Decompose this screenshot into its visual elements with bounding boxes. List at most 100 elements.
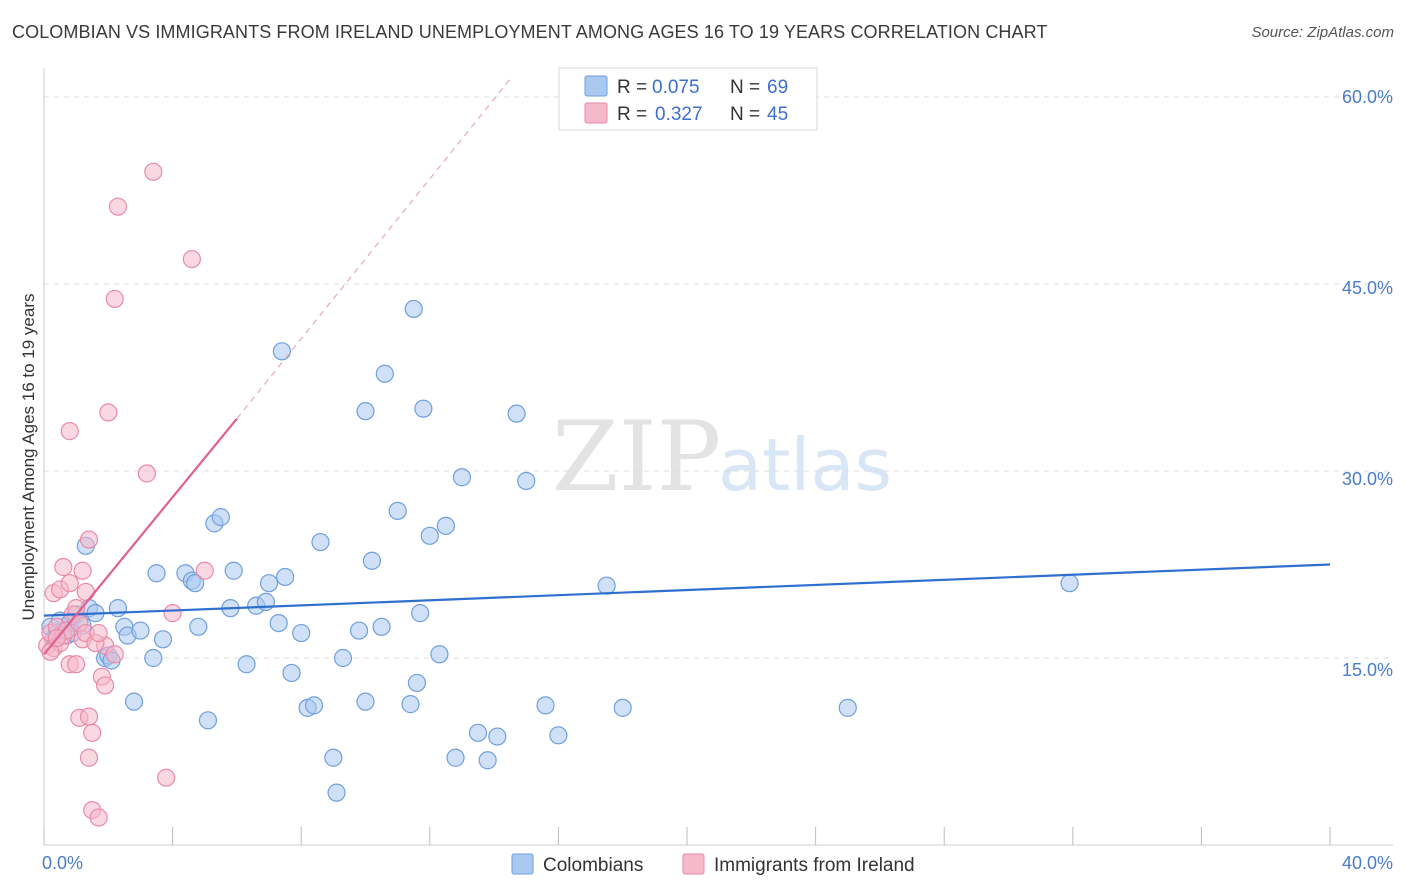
colombians-point-75 — [1060, 574, 1079, 593]
colombians-point-22 — [153, 630, 173, 649]
colombians-point-21 — [147, 564, 166, 583]
legend-n-label-1: N = — [730, 77, 760, 98]
legend-r-label-1: R = — [617, 77, 647, 98]
colombians-point-37 — [276, 567, 295, 587]
x-tick-label-max: 40.0% — [1342, 853, 1393, 873]
ireland-trend-line — [43, 417, 238, 655]
colombians-point-49 — [362, 551, 382, 570]
bottom-legend-swatch-ireland — [682, 853, 705, 875]
colombians-point-52 — [388, 501, 407, 520]
colombians-point-46 — [333, 648, 353, 668]
legend-n-label-2: N = — [730, 104, 760, 125]
y-tick-label-60: 60.0% — [1342, 87, 1393, 107]
colombians-point-72 — [414, 399, 433, 418]
colombians-point-40 — [292, 623, 311, 643]
watermark-atlas: atlas — [718, 423, 892, 507]
colombians-point-44 — [324, 748, 343, 767]
colombians-point-63 — [517, 471, 536, 491]
ireland-point-29 — [89, 623, 108, 643]
source-label: Source: ZipAtlas.com — [1251, 24, 1394, 41]
colombians-point-33 — [237, 655, 256, 674]
x-tick-label-min: 0.0% — [42, 853, 83, 873]
colombians-point-20 — [124, 692, 144, 711]
colombians-point-67 — [597, 576, 616, 595]
ireland-point-20 — [83, 723, 102, 742]
ireland-point-21 — [79, 748, 99, 767]
grid-lines — [44, 96, 1393, 659]
watermark-zip: ZIP — [552, 401, 721, 513]
ireland-point-30 — [73, 561, 92, 580]
colombians-point-74 — [838, 698, 857, 717]
colombians-point-29 — [211, 508, 230, 527]
y-tick-label-45: 45.0% — [1342, 278, 1393, 298]
ireland-point-10 — [60, 574, 79, 593]
ireland-point-25 — [95, 676, 115, 695]
colombians-point-31 — [224, 561, 243, 580]
colombians-point-48 — [356, 692, 375, 711]
colombians-point-27 — [189, 617, 208, 636]
bottom-legend-label-ireland: Immigrants from Ireland — [714, 855, 915, 876]
legend-swatch-ireland — [584, 102, 608, 124]
ireland-point-38 — [137, 464, 156, 483]
colombians-point-54 — [407, 673, 427, 693]
ireland-point-27 — [105, 645, 124, 664]
ireland-point-9 — [54, 557, 73, 577]
ireland-point-36 — [108, 197, 128, 216]
colombians-point-16 — [108, 599, 128, 618]
legend-r-label-2: R = — [617, 104, 647, 125]
colombians-point-65 — [549, 726, 568, 745]
axes — [43, 68, 1393, 846]
colombians-point-43 — [311, 532, 330, 552]
colombians-point-39 — [269, 613, 288, 633]
colombians-point-36 — [259, 574, 279, 593]
y-tick-label-30: 30.0% — [1342, 469, 1393, 489]
colombians-point-57 — [430, 645, 449, 664]
ireland-point-34 — [99, 403, 118, 422]
colombians-point-61 — [488, 727, 507, 746]
ireland-point-41 — [163, 604, 182, 623]
ireland-point-17 — [67, 655, 86, 674]
legend-box: R = 0.075 N = 69 R = 0.327 N = 45 — [558, 67, 818, 131]
legend-r-value-2: 0.327 — [655, 104, 703, 125]
ireland-point-42 — [195, 561, 214, 580]
ireland-point-37 — [144, 162, 163, 181]
colombians-point-42 — [304, 696, 324, 715]
colombians-point-68 — [478, 751, 497, 770]
ireland-point-31 — [76, 582, 95, 602]
bottom-legend-swatch-colombians — [511, 853, 534, 875]
colombians-point-47 — [349, 621, 369, 640]
colombians-point-51 — [375, 364, 394, 383]
colombians-point-69 — [356, 402, 375, 421]
ireland-point-23 — [89, 808, 108, 827]
legend-r-value-1: 0.075 — [652, 77, 700, 98]
colombians-point-70 — [272, 342, 292, 361]
colombians-point-71 — [404, 299, 423, 319]
ireland-point-19 — [79, 707, 99, 726]
colombians-point-56 — [420, 526, 439, 545]
y-axis-label: Unemployment Among Ages 16 to 19 years — [19, 294, 38, 621]
y-tick-label-15: 15.0% — [1342, 660, 1393, 680]
data-points — [38, 162, 1079, 827]
bottom-legend: Colombians Immigrants from Ireland — [511, 853, 915, 876]
colombians-point-30 — [198, 711, 218, 730]
legend-n-value-1: 69 — [767, 77, 788, 98]
colombians-point-26 — [186, 574, 205, 593]
colombians-point-55 — [411, 604, 430, 623]
ireland-point-40 — [157, 768, 176, 787]
ireland-point-32 — [79, 530, 99, 549]
colombians-point-62 — [507, 404, 526, 423]
bottom-legend-label-colombians: Colombians — [543, 855, 643, 876]
legend-swatch-colombians — [584, 75, 608, 97]
colombians-point-59 — [452, 468, 472, 487]
colombians-point-73 — [446, 748, 465, 767]
colombians-point-45 — [327, 783, 346, 802]
chart-title: COLOMBIAN VS IMMIGRANTS FROM IRELAND UNE… — [12, 22, 1048, 42]
colombians-trend-line — [43, 563, 1331, 617]
colombians-point-64 — [536, 696, 555, 715]
colombians-point-60 — [468, 723, 488, 742]
trend-lines — [43, 78, 1331, 655]
colombians-point-53 — [401, 695, 420, 714]
ireland-point-33 — [60, 422, 79, 441]
colombians-point-58 — [436, 516, 455, 535]
